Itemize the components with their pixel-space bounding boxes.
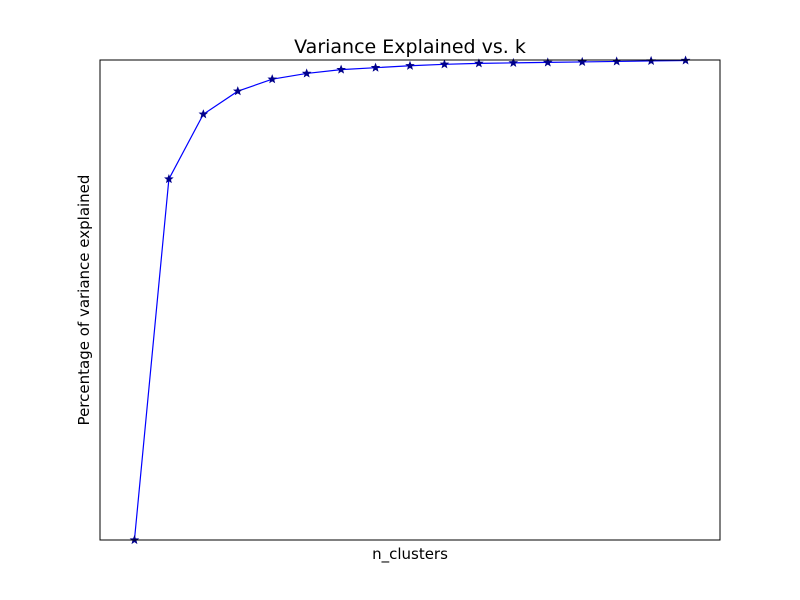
data-point-14 xyxy=(577,56,588,66)
plot-area xyxy=(129,55,691,545)
data-point-12 xyxy=(508,57,519,67)
data-point-8 xyxy=(370,62,381,72)
axes-frame xyxy=(99,59,721,541)
data-point-6 xyxy=(301,68,312,78)
data-point-9 xyxy=(405,60,415,70)
data-point-2 xyxy=(164,174,174,184)
y-axis-label: Percentage of variance explained xyxy=(75,175,93,426)
data-point-10 xyxy=(439,59,450,69)
data-point-5 xyxy=(267,74,278,84)
data-point-11 xyxy=(474,58,484,68)
data-point-7 xyxy=(336,64,346,74)
data-point-4 xyxy=(232,86,243,96)
data-point-3 xyxy=(198,109,209,119)
chart-title: Variance Explained vs. k xyxy=(294,36,526,58)
x-axis-label: n_clusters xyxy=(372,545,448,564)
data-point-13 xyxy=(542,57,553,67)
